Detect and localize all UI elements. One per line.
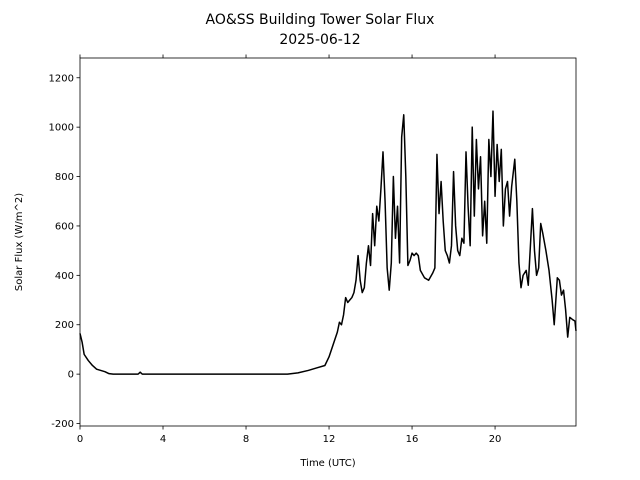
y-tick-label: 600 — [55, 221, 74, 232]
chart-subtitle: 2025-06-12 — [279, 32, 360, 48]
y-tick-label: 200 — [55, 320, 74, 331]
x-tick-label: 0 — [77, 434, 83, 445]
y-tick-label: 1000 — [49, 123, 74, 134]
data-line — [79, 110, 577, 375]
chart-title: AO&SS Building Tower Solar Flux — [206, 12, 435, 28]
x-tick-label: 12 — [323, 434, 336, 445]
y-tick-label: 400 — [55, 271, 74, 282]
x-tick-label: 8 — [243, 434, 249, 445]
y-tick-label: 0 — [68, 370, 74, 381]
y-axis-label: Solar Flux (W/m^2) — [14, 193, 25, 291]
y-tick-label: 800 — [55, 172, 74, 183]
x-tick-label: 4 — [160, 434, 166, 445]
x-tick-label: 16 — [406, 434, 419, 445]
plot-frame — [79, 57, 577, 427]
y-tick-label: 1200 — [49, 73, 74, 84]
x-axis-label: Time (UTC) — [299, 458, 355, 469]
y-tick-label: -200 — [51, 419, 74, 430]
x-tick-label: 20 — [489, 434, 502, 445]
